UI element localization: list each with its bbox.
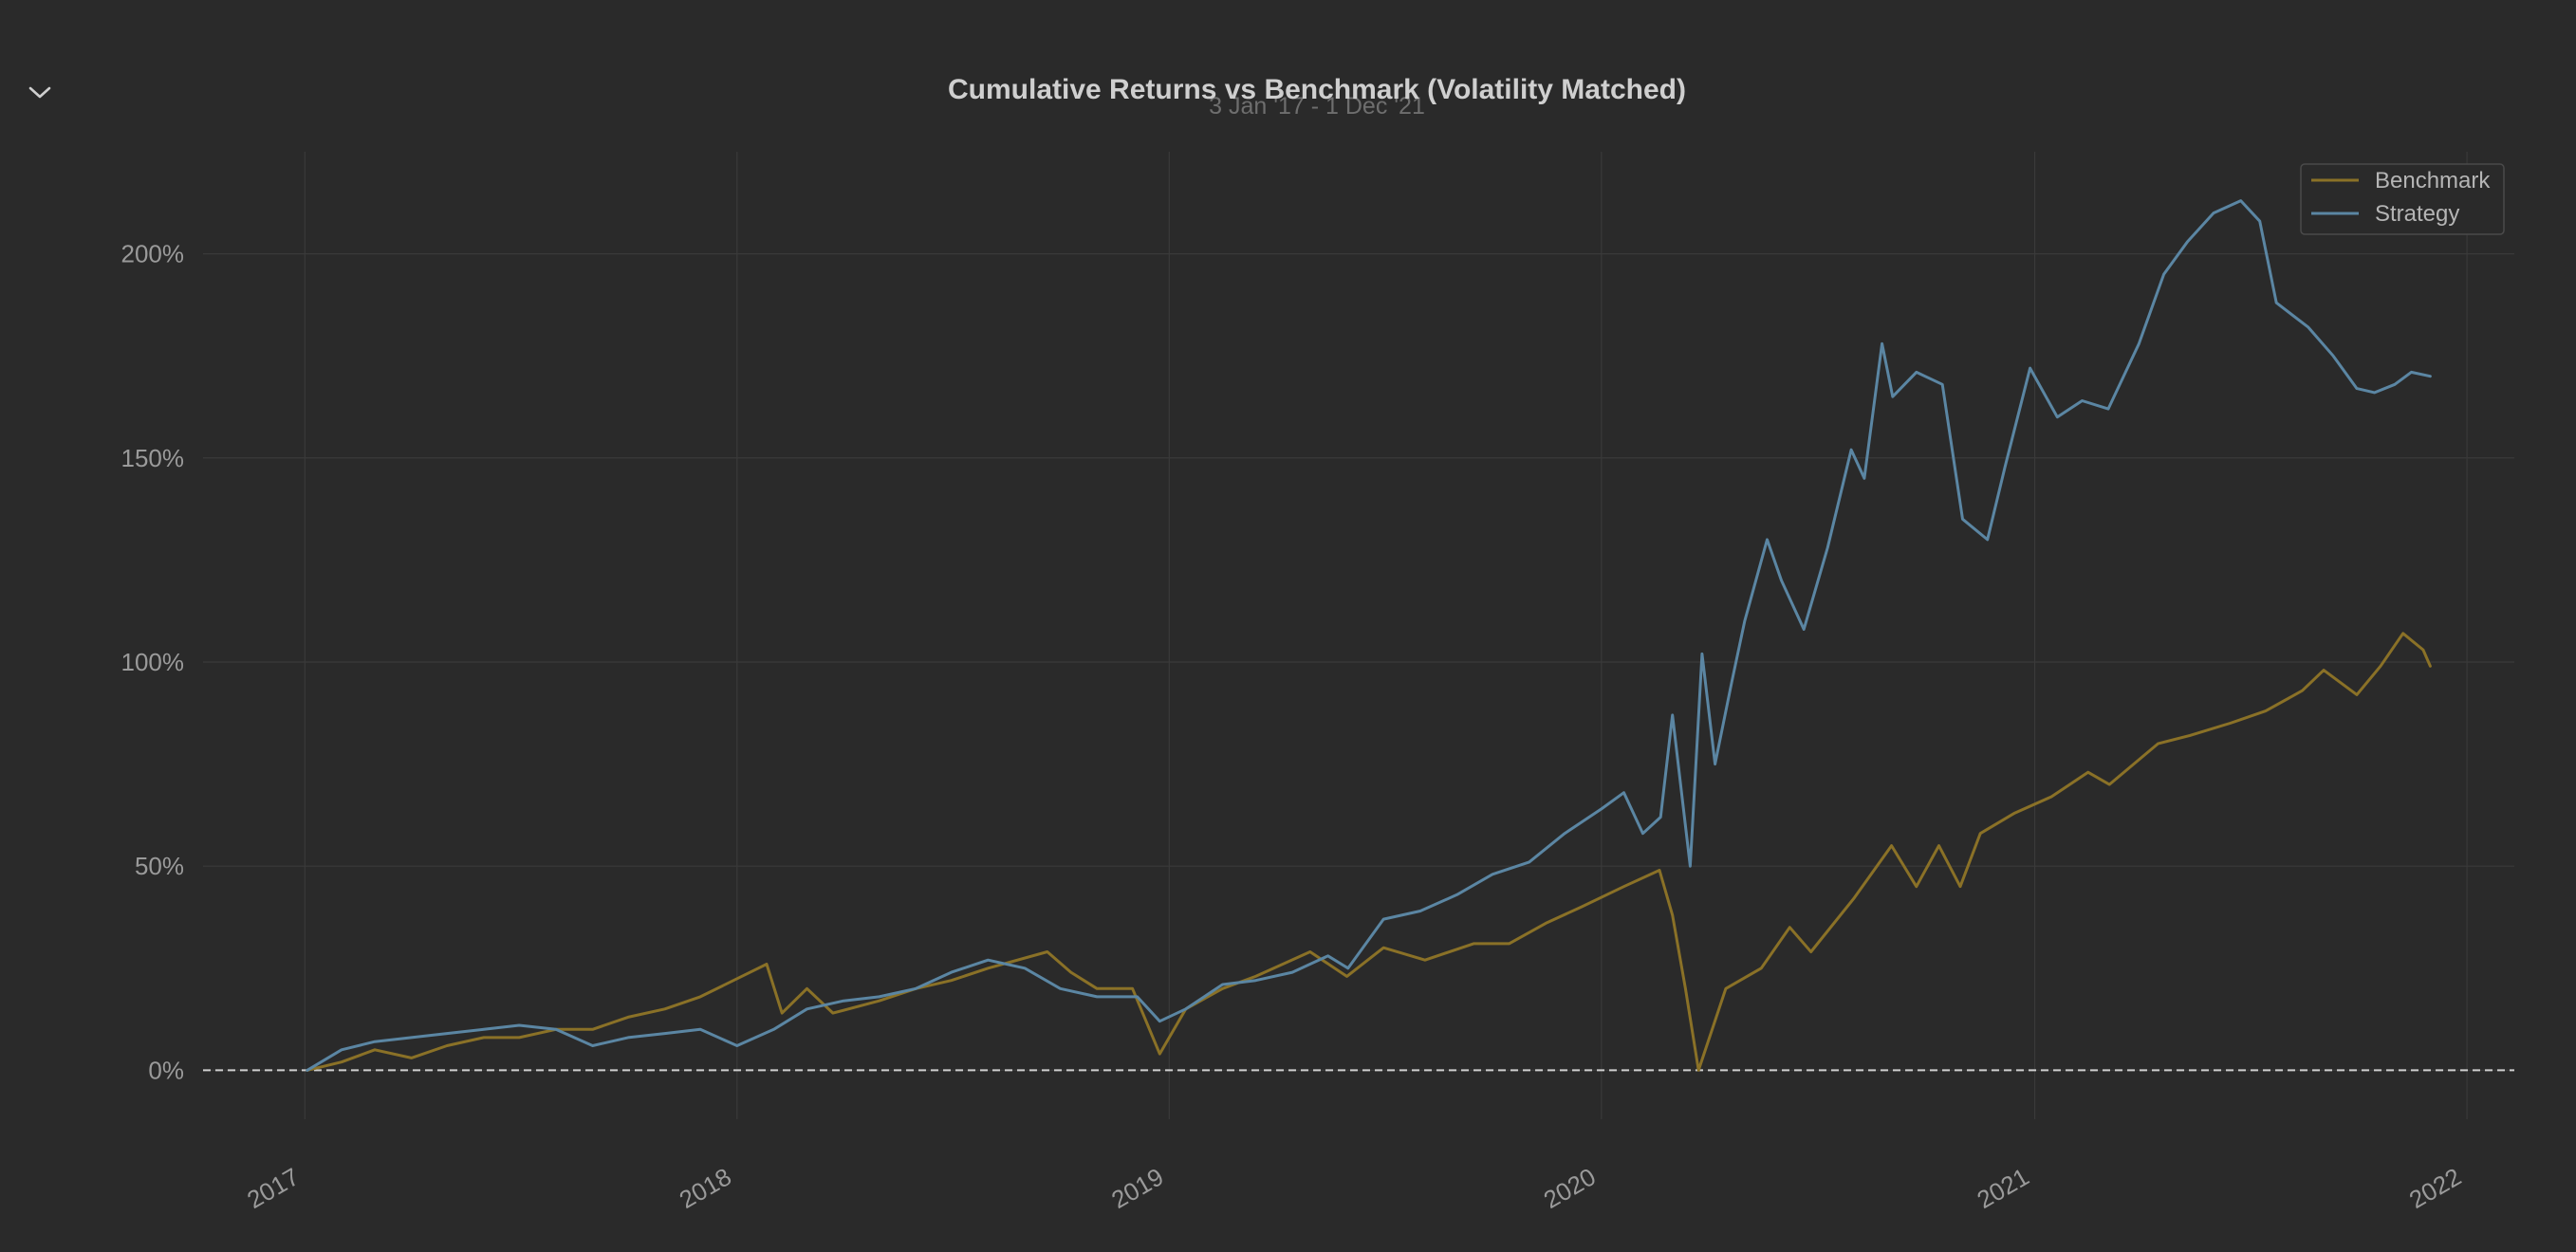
chevron-down-icon[interactable] (23, 76, 57, 110)
y-tick-label: 150% (121, 444, 185, 472)
y-tick-label: 100% (121, 648, 185, 676)
y-tick-label: 50% (135, 852, 184, 880)
chart-title: Cumulative Returns vs Benchmark (Volatil… (948, 74, 1686, 105)
x-tick-label: 2021 (1972, 1162, 2033, 1214)
y-tick-label: 0% (148, 1056, 184, 1084)
x-tick-label: 2019 (1106, 1162, 1168, 1214)
x-tick-label: 2022 (2404, 1162, 2466, 1214)
series-line-benchmark (306, 632, 2432, 1072)
chart-subtitle: 3 Jan '17 - 1 Dec '21 (1209, 93, 1425, 120)
x-axis-ticks: 2017 2018 2019 2020 2021 2022 (242, 1162, 2466, 1214)
legend-label-strategy: Strategy (2375, 201, 2459, 227)
series-lines (306, 199, 2432, 1072)
series-line-strategy (306, 199, 2432, 1072)
x-tick-label: 2017 (242, 1162, 304, 1214)
x-tick-label: 2020 (1539, 1162, 1601, 1214)
grid-lines (203, 152, 2514, 1119)
x-tick-label: 2018 (675, 1162, 736, 1214)
y-tick-label: 200% (121, 240, 185, 268)
legend-label-benchmark: Benchmark (2375, 168, 2491, 193)
y-axis-ticks: 0% 50% 100% 150% 200% (121, 240, 185, 1085)
legend: Benchmark Strategy (2300, 163, 2505, 235)
